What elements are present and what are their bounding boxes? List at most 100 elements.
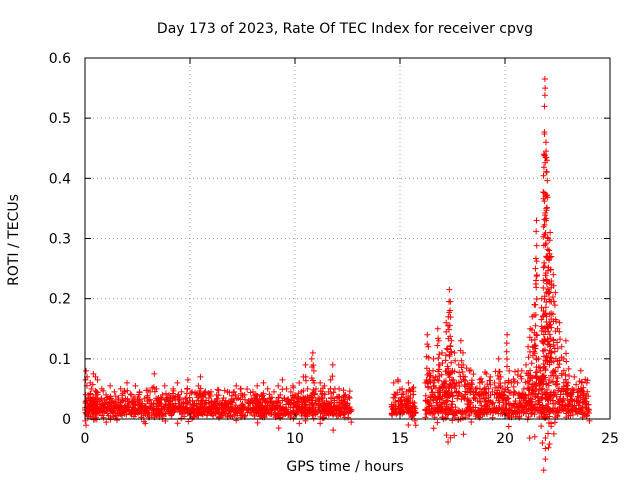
data-point — [443, 345, 450, 352]
data-point — [533, 217, 540, 224]
data-point — [266, 404, 273, 411]
data-point — [551, 348, 558, 355]
data-point — [504, 331, 511, 338]
x-tick-label: 0 — [81, 431, 90, 447]
data-point — [583, 392, 590, 399]
data-point — [249, 399, 256, 406]
data-point — [312, 411, 319, 418]
data-point — [551, 419, 558, 426]
data-point — [502, 396, 509, 403]
data-point — [85, 411, 92, 418]
data-point — [556, 328, 563, 335]
data-point — [549, 397, 556, 404]
data-point — [174, 393, 181, 400]
data-point — [138, 403, 145, 410]
data-point — [483, 385, 490, 392]
data-point — [109, 397, 116, 404]
data-point — [456, 369, 463, 376]
data-point — [100, 408, 107, 415]
data-point — [547, 321, 554, 328]
data-point — [525, 354, 532, 361]
data-point — [269, 405, 276, 412]
data-point — [467, 388, 474, 395]
data-point — [330, 389, 337, 396]
data-point — [218, 404, 225, 411]
data-point — [296, 379, 303, 386]
data-point — [559, 398, 566, 405]
data-point — [563, 358, 570, 365]
data-point — [206, 405, 213, 412]
data-point — [558, 343, 565, 350]
data-point — [163, 397, 170, 404]
data-point — [483, 411, 490, 418]
data-point — [83, 422, 90, 429]
data-point — [230, 396, 237, 403]
data-point — [434, 419, 441, 426]
data-point — [216, 410, 223, 417]
data-point — [389, 412, 396, 419]
data-point — [150, 400, 157, 407]
data-point — [497, 373, 504, 380]
data-point — [308, 355, 315, 362]
data-point — [476, 391, 483, 398]
data-point — [203, 412, 210, 419]
data-point — [428, 402, 435, 409]
data-point — [325, 402, 332, 409]
data-point — [144, 411, 151, 418]
data-point — [220, 394, 227, 401]
data-point — [549, 379, 556, 386]
data-point — [150, 407, 157, 414]
data-point — [483, 403, 490, 410]
data-point — [338, 397, 345, 404]
data-point — [394, 405, 401, 412]
data-point — [136, 397, 143, 404]
data-point — [198, 409, 205, 416]
data-point — [313, 385, 319, 392]
data-point — [211, 402, 218, 409]
x-axis-title: GPS time / hours — [286, 459, 403, 475]
data-point — [400, 409, 407, 416]
data-point — [228, 392, 235, 399]
data-point — [498, 389, 505, 396]
data-point — [182, 394, 189, 401]
data-point — [532, 383, 539, 390]
data-point — [470, 404, 477, 411]
data-point — [447, 434, 454, 441]
data-point — [287, 388, 294, 395]
data-point — [323, 397, 330, 404]
data-point — [90, 370, 97, 377]
data-point — [544, 157, 550, 164]
data-point — [439, 359, 446, 366]
data-point — [272, 411, 279, 418]
data-point — [151, 370, 158, 377]
data-point — [115, 394, 122, 401]
data-point — [424, 331, 431, 338]
data-point — [159, 391, 166, 398]
data-point — [117, 385, 124, 392]
data-point — [197, 390, 204, 397]
data-point — [302, 361, 309, 368]
data-point — [304, 385, 311, 392]
data-point — [544, 204, 551, 211]
data-point — [468, 379, 475, 386]
data-point — [275, 425, 282, 432]
data-point — [580, 394, 587, 401]
data-point — [542, 328, 549, 335]
data-point — [532, 342, 539, 349]
x-tick-label: 10 — [286, 431, 304, 447]
data-point — [239, 400, 246, 407]
data-point — [224, 403, 231, 410]
data-point — [207, 400, 214, 407]
data-point — [478, 375, 485, 382]
data-point — [562, 350, 569, 357]
y-tick-label: 0 — [62, 412, 71, 428]
data-point — [460, 349, 466, 356]
data-point — [554, 345, 561, 352]
data-point — [100, 414, 107, 421]
data-point — [124, 403, 131, 410]
data-point — [131, 393, 138, 400]
data-point — [542, 456, 549, 463]
data-point — [124, 379, 130, 386]
data-point — [260, 379, 267, 386]
data-point — [197, 401, 204, 408]
